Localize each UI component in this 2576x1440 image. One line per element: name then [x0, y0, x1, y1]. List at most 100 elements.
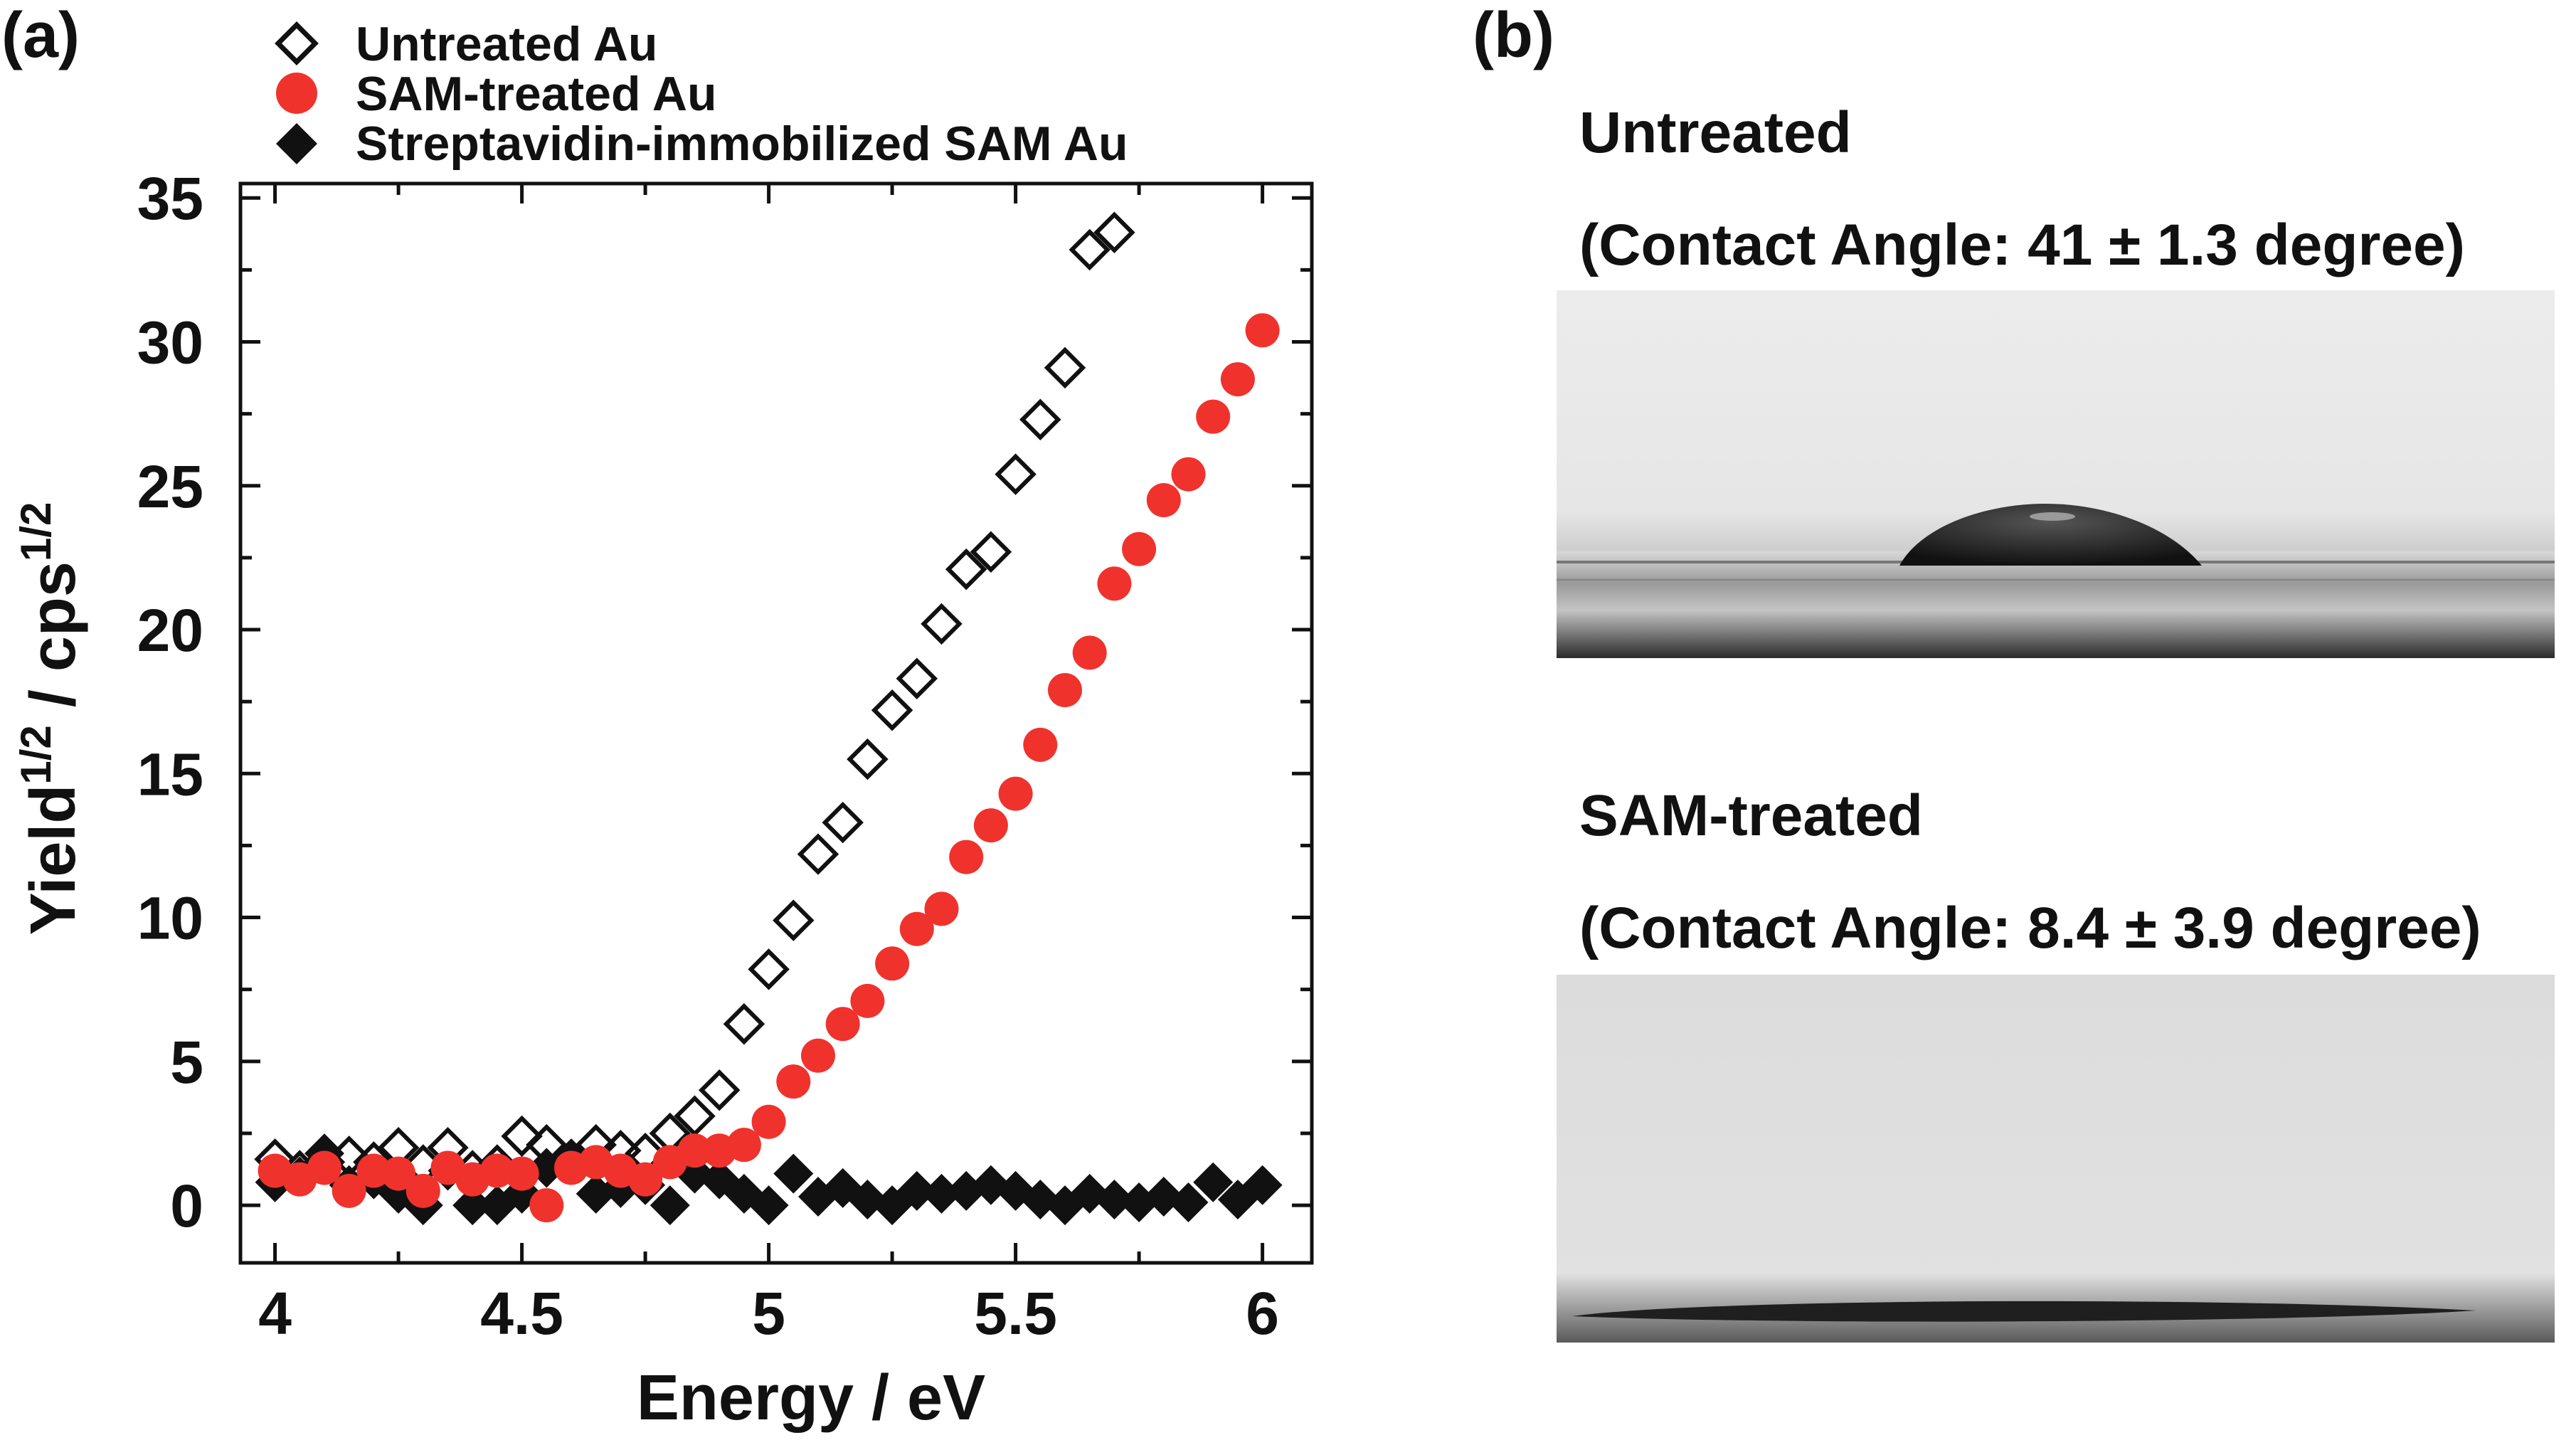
sam-point	[1171, 457, 1206, 492]
untreated-point	[995, 453, 1037, 495]
legend-sam-marker	[276, 73, 317, 114]
panel-b-label: (b)	[1473, 0, 1554, 71]
plot-frame	[238, 181, 1314, 1265]
sam-point	[406, 1173, 440, 1208]
strept-point	[748, 1185, 789, 1226]
strept-point	[773, 1153, 814, 1194]
sam-point	[850, 983, 885, 1018]
photo-untreated-subtitle: (Contact Angle: 41 ± 1.3 degree)	[1579, 213, 2465, 277]
x-tick-label: 5.5	[974, 1280, 1057, 1347]
sam-point	[1122, 531, 1157, 566]
untreated-point	[822, 801, 864, 844]
sam-point	[1023, 727, 1058, 762]
y-tick-label: 5	[170, 1029, 203, 1096]
sam-point	[332, 1173, 366, 1208]
y-tick-label: 10	[137, 885, 203, 952]
untreated-point	[698, 1069, 741, 1111]
x-tick-label: 5	[752, 1280, 785, 1347]
strept-point	[1242, 1165, 1283, 1205]
sam-point	[825, 1007, 860, 1042]
sam-point	[479, 1153, 514, 1188]
photo-untreated	[1557, 290, 2555, 658]
sam-point	[529, 1188, 564, 1223]
x-ticks	[273, 184, 1265, 1263]
strept-point	[452, 1185, 493, 1226]
untreated-point	[1019, 398, 1061, 440]
y-tick-labels: 0 5 10 15 20 25 30 35	[137, 165, 203, 1239]
y-ticks	[240, 196, 1312, 1207]
sam-point	[1072, 635, 1107, 670]
untreated-point	[501, 1115, 543, 1158]
photo-untreated-title: Untreated	[1579, 100, 1852, 165]
legend-untreated-label: Untreated Au	[356, 17, 657, 71]
sam-point	[949, 840, 984, 874]
sam-point	[307, 1150, 341, 1185]
y-tick-label: 35	[137, 165, 203, 232]
sam-point	[924, 891, 959, 926]
y-axis-title: Yield1/2 / cps1/2	[12, 502, 89, 936]
strept-point	[921, 1173, 962, 1214]
x-axis-title: Energy / eV	[637, 1362, 985, 1434]
sam-point	[899, 911, 934, 946]
untreated-point	[748, 948, 790, 990]
series-untreated	[254, 211, 1135, 1192]
photo-sam-subtitle: (Contact Angle: 8.4 ± 3.9 degree)	[1579, 896, 2481, 960]
sam-point	[726, 1128, 761, 1163]
untreated-point	[773, 899, 815, 941]
strept-point	[1094, 1180, 1135, 1220]
y-tick-label: 20	[137, 597, 203, 664]
sam-point	[776, 1064, 811, 1099]
strept-point	[650, 1185, 690, 1226]
sam-point	[875, 946, 910, 981]
untreated-point	[871, 689, 913, 731]
legend-strept-label: Streptavidin-immobilized SAM Au	[356, 117, 1128, 171]
y-tick-label: 30	[137, 309, 203, 376]
water-droplet-untreated	[1899, 504, 2202, 566]
untreated-point	[970, 531, 1012, 573]
legend-untreated-marker	[275, 21, 319, 65]
sam-point	[800, 1038, 835, 1073]
strept-point	[1168, 1182, 1209, 1223]
x-tick-label: 6	[1246, 1280, 1279, 1347]
untreated-point	[1069, 228, 1111, 271]
legend-strept-marker	[276, 123, 317, 164]
sam-point	[677, 1133, 712, 1168]
y-tick-label: 0	[170, 1172, 203, 1239]
x-tick-labels: 4 4.5 5 5.5 6	[258, 1280, 1279, 1347]
legend: Untreated Au SAM-treated Au Streptavidin…	[275, 17, 1128, 171]
untreated-point	[921, 603, 963, 645]
photo-sam-treated	[1557, 975, 2555, 1343]
y-tick-label: 25	[137, 453, 203, 520]
sam-point	[628, 1162, 663, 1197]
sam-point	[1220, 362, 1255, 397]
untreated-point	[896, 657, 938, 700]
y-tick-label: 15	[137, 741, 203, 808]
series-sam	[258, 313, 1280, 1223]
sam-point	[356, 1153, 391, 1188]
panel-a-label: (a)	[1, 0, 80, 71]
water-film-sam	[1572, 1301, 2476, 1322]
sam-point	[1047, 672, 1082, 707]
sam-point	[1245, 313, 1280, 348]
sam-point	[751, 1104, 786, 1139]
sam-point	[1097, 566, 1132, 601]
sam-point	[504, 1156, 539, 1191]
x-tick-label: 4.5	[480, 1280, 563, 1347]
untreated-point	[847, 738, 889, 780]
legend-sam-label: SAM-treated Au	[356, 67, 717, 121]
x-tick-label: 4	[258, 1280, 292, 1347]
untreated-point	[723, 1002, 765, 1045]
sam-point	[381, 1156, 416, 1191]
sam-point	[1196, 399, 1231, 434]
strept-point	[896, 1170, 937, 1211]
untreated-point	[797, 833, 839, 875]
sam-point	[1146, 482, 1181, 517]
strept-point	[1193, 1162, 1234, 1202]
untreated-point	[945, 548, 987, 591]
untreated-point	[1044, 346, 1086, 389]
sam-point	[973, 808, 1008, 843]
sam-point	[998, 776, 1033, 811]
untreated-point	[1093, 211, 1135, 254]
photo-sam-title: SAM-treated	[1579, 783, 1923, 848]
